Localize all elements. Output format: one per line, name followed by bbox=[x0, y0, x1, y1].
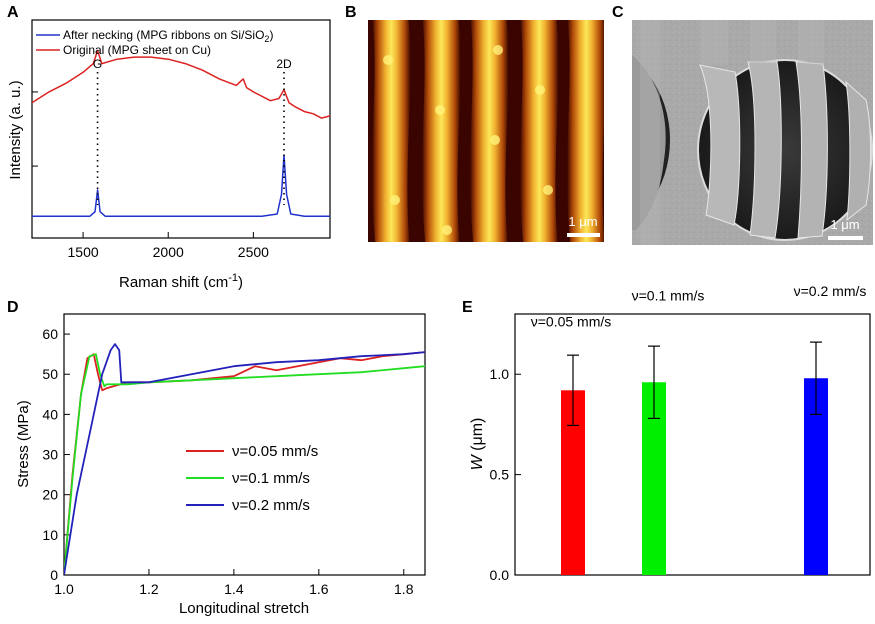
scalebar-b-label: 1 μm bbox=[568, 214, 597, 229]
width-y-tick-label: 0.5 bbox=[490, 467, 510, 483]
raman-y-axis-label: Intensity (a. u.) bbox=[7, 80, 24, 179]
stress-y-axis-label: Stress (MPa) bbox=[15, 400, 32, 488]
stress-y-tick-label: 20 bbox=[42, 487, 58, 503]
width-plot-frame bbox=[514, 313, 871, 576]
stress-x-tick-label: 1.6 bbox=[309, 581, 329, 597]
width-bar-label: ν=0.05 mm/s bbox=[531, 313, 612, 329]
width-y-axis-label: W (μm) bbox=[469, 418, 486, 471]
width-bar-label: ν=0.1 mm/s bbox=[632, 287, 705, 303]
raman-series-after-necking bbox=[32, 154, 330, 217]
peak-label-g: G bbox=[93, 57, 102, 71]
width-y-tick-label: 1.0 bbox=[490, 366, 510, 382]
width-y-tick-label: 0.0 bbox=[490, 567, 510, 583]
raman-series-original bbox=[32, 49, 330, 119]
stress-series-2 bbox=[64, 343, 425, 575]
raman-x-axis-label: Raman shift (cm-1) bbox=[119, 272, 243, 291]
height-map-speckle bbox=[543, 185, 553, 195]
height-map-speckle bbox=[493, 45, 503, 55]
raman-x-tick-label: 2500 bbox=[238, 244, 269, 260]
stress-x-tick-label: 1.8 bbox=[394, 581, 414, 597]
stress-y-tick-label: 10 bbox=[42, 527, 58, 543]
stress-x-tick-label: 1.4 bbox=[224, 581, 244, 597]
height-map-stripe bbox=[422, 20, 461, 242]
raman-plot-frame bbox=[31, 19, 331, 239]
width-bar-chart: 0.0 0.5 1.0 ν=0.05 mm/s ν=0.1 mm/s ν=0.2 mm/… bbox=[469, 283, 871, 583]
height-map-stripe bbox=[372, 20, 411, 242]
stress-series-0 bbox=[64, 351, 425, 575]
panel-label-b: B bbox=[345, 4, 357, 21]
stress-x-tick-label: 1.0 bbox=[54, 581, 74, 597]
panel-label-d: D bbox=[7, 299, 19, 316]
raman-spectrum-chart: 1500 2000 2500 G 2D After necking (MPG ribb… bbox=[7, 19, 331, 291]
raman-x-tick-label: 2000 bbox=[153, 244, 184, 260]
raman-x-tick-label: 1500 bbox=[68, 244, 99, 260]
height-map-speckle bbox=[442, 225, 452, 235]
legend-label-original: Original (MPG sheet on Cu) bbox=[63, 43, 211, 57]
panel-label-e: E bbox=[462, 299, 473, 316]
stress-y-tick-label: 50 bbox=[42, 366, 58, 382]
height-map-speckle bbox=[383, 55, 393, 65]
stress-x-tick-label: 1.2 bbox=[139, 581, 159, 597]
stress-y-tick-label: 40 bbox=[42, 406, 58, 422]
stress-y-tick-label: 0 bbox=[50, 567, 58, 583]
stress-legend-label: ν=0.1 mm/s bbox=[232, 470, 310, 487]
height-map-speckle bbox=[535, 85, 545, 95]
height-map-stripe bbox=[520, 20, 559, 242]
scalebar-b bbox=[567, 233, 600, 237]
scalebar-c-label: 1 μm bbox=[830, 217, 859, 232]
stress-legend-label: ν=0.05 mm/s bbox=[232, 443, 318, 460]
stress-stretch-chart: 1.0 1.2 1.4 1.6 1.8 0 10 20 30 40 50 60 ν=0.05 mm/s… bbox=[15, 313, 426, 617]
stress-series-1 bbox=[64, 353, 425, 575]
height-map-speckle bbox=[490, 135, 500, 145]
height-map-stripe bbox=[470, 20, 509, 242]
panel-label-a: A bbox=[7, 4, 19, 21]
scalebar-c bbox=[828, 236, 863, 240]
sem-image bbox=[632, 20, 873, 245]
stress-legend-label: ν=0.2 mm/s bbox=[232, 497, 310, 514]
stress-x-axis-label: Longitudinal stretch bbox=[179, 600, 309, 617]
stress-y-tick-label: 60 bbox=[42, 326, 58, 342]
peak-label-2d: 2D bbox=[276, 57, 292, 71]
height-map-stripe bbox=[567, 20, 604, 242]
legend-label-after-necking: After necking (MPG ribbons on Si/SiO2) bbox=[63, 28, 273, 44]
stress-plot-frame bbox=[63, 313, 426, 576]
height-map-speckle bbox=[435, 105, 445, 115]
stress-y-tick-label: 30 bbox=[42, 447, 58, 463]
panel-label-c: C bbox=[612, 4, 624, 21]
height-map-image bbox=[368, 20, 604, 242]
width-bar-label: ν=0.2 mm/s bbox=[794, 283, 867, 299]
height-map-speckle bbox=[390, 195, 400, 205]
